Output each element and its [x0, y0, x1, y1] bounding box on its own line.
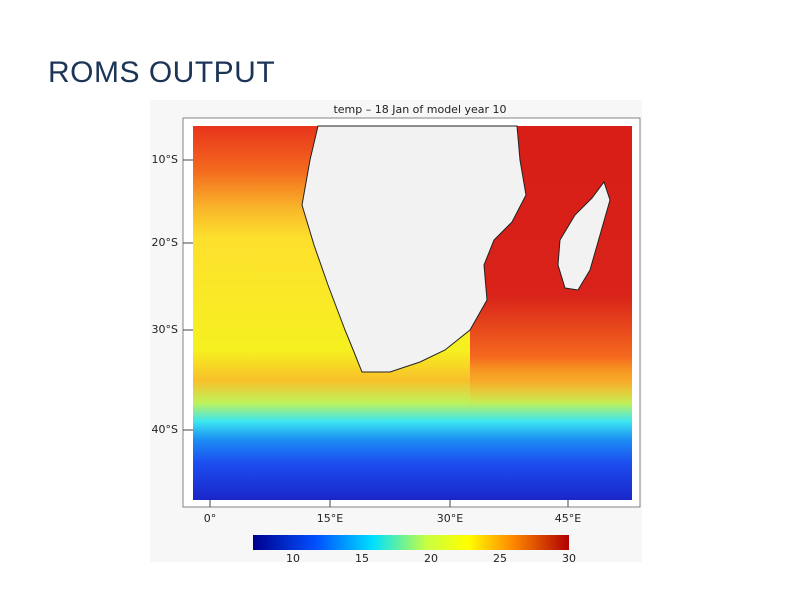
lon-label: 45°E	[555, 512, 581, 525]
colorbar-label: 15	[355, 552, 369, 565]
lat-label: 10°S	[152, 153, 178, 166]
africa-land	[301, 125, 527, 373]
slide-title: ROMS OUTPUT	[48, 56, 276, 89]
lon-label: 15°E	[317, 512, 343, 525]
lat-label: 40°S	[152, 423, 178, 436]
colorbar-label: 30	[562, 552, 576, 565]
madagascar-land	[557, 180, 611, 291]
lon-label: 30°E	[437, 512, 463, 525]
lat-label: 30°S	[152, 323, 178, 336]
colorbar-label: 10	[286, 552, 300, 565]
colorbar-label: 25	[493, 552, 507, 565]
map-title: temp – 18 Jan of model year 10	[333, 103, 506, 116]
colorbar	[253, 535, 569, 550]
colorbar-label: 20	[424, 552, 438, 565]
lon-label: 0°	[204, 512, 217, 525]
lat-label: 20°S	[152, 236, 178, 249]
